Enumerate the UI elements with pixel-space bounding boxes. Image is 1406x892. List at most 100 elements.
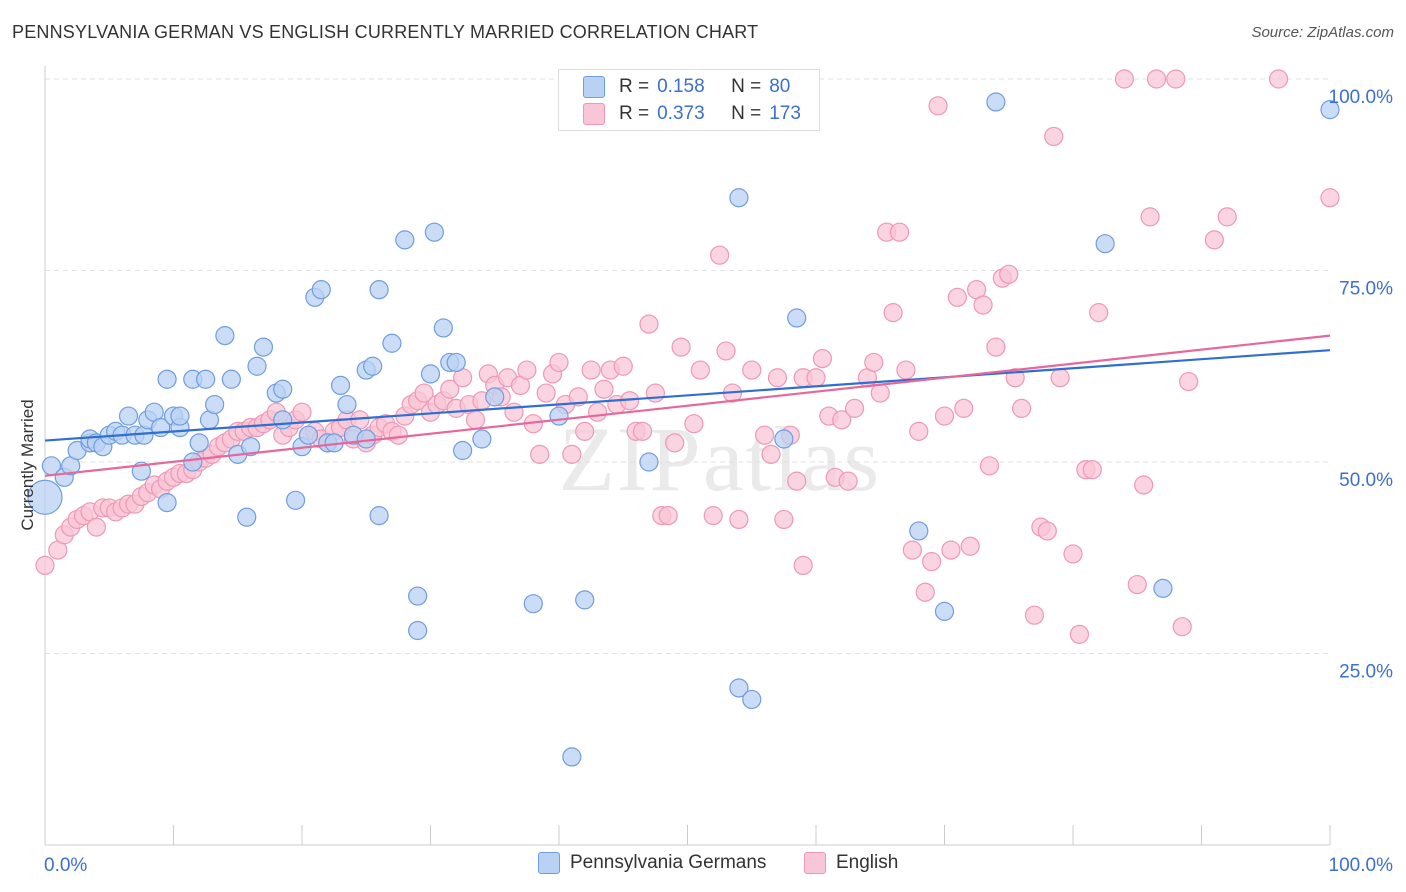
english-point <box>896 360 916 380</box>
english-point <box>587 402 608 422</box>
n-label: N = <box>731 103 762 124</box>
english-point <box>594 379 614 399</box>
pennsylvania-german-point <box>787 308 807 328</box>
english-point <box>742 360 762 380</box>
pennsylvania-german-point <box>909 521 929 541</box>
english-point <box>703 506 723 526</box>
english-point <box>870 383 890 403</box>
pennsylvania-german-point <box>453 440 473 461</box>
english-point <box>889 222 910 242</box>
english-point <box>388 425 408 445</box>
pennsylvania-german-points <box>27 92 1340 767</box>
english-point <box>536 383 556 403</box>
english-point <box>414 383 434 403</box>
english-point <box>928 96 948 116</box>
pennsylvania-german-point <box>205 394 225 415</box>
pennsylvania-german-point <box>742 689 762 710</box>
pennsylvania-german-point <box>986 92 1006 112</box>
legend-swatch-pink <box>804 852 826 874</box>
pennsylvania-german-point <box>157 369 177 389</box>
english-point <box>915 582 935 602</box>
english-point <box>941 540 961 560</box>
pennsylvania-german-point <box>247 356 267 376</box>
english-point <box>999 264 1019 284</box>
english-point <box>690 360 710 380</box>
english-point <box>774 509 794 530</box>
english-point <box>530 444 550 464</box>
english-point <box>793 555 813 576</box>
pennsylvania-german-point <box>1095 234 1115 254</box>
english-point <box>761 444 781 464</box>
english-point <box>729 509 749 530</box>
pennsylvania-german-point <box>408 620 428 641</box>
r-label: R = <box>619 76 650 97</box>
english-point <box>1024 605 1045 625</box>
english-point <box>645 383 665 403</box>
pennsylvania-german-point <box>369 506 389 526</box>
x-tick-labels: 0.0% 100.0% <box>44 855 1393 876</box>
english-point <box>1268 69 1289 89</box>
pennsylvania-german-point <box>1320 100 1340 120</box>
x-tick-label: 0.0% <box>44 855 87 876</box>
english-point <box>716 341 736 361</box>
english-point <box>1011 398 1032 418</box>
y-axis-label: Currently Married <box>18 399 37 531</box>
english-points <box>35 69 1340 644</box>
pennsylvania-german-point <box>221 369 241 389</box>
n-label: N = <box>731 76 762 97</box>
english-point <box>292 402 312 422</box>
pennsylvania-german-point <box>408 586 428 606</box>
pennsylvania-german-point <box>433 318 453 338</box>
pennsylvania-german-point <box>424 222 444 242</box>
y-tick-labels: 25.0% 50.0% 75.0% 100.0% <box>1329 87 1394 683</box>
english-point <box>1179 371 1199 392</box>
pennsylvania-german-point <box>189 433 209 453</box>
english-point <box>960 536 980 556</box>
legend-swatch-blue <box>583 76 605 98</box>
pennsylvania-german-point <box>382 333 402 353</box>
english-point <box>973 295 993 315</box>
english-point <box>639 314 659 334</box>
pennsylvania-german-point <box>27 479 63 515</box>
n-value: 80 <box>769 76 791 97</box>
pennsylvania-german-point <box>472 429 492 449</box>
pennsylvania-german-point <box>285 490 306 510</box>
english-point <box>1063 544 1083 564</box>
english-point <box>1217 207 1237 227</box>
english-point <box>517 360 537 380</box>
english-point <box>909 421 929 441</box>
english-point <box>1320 188 1340 208</box>
english-point <box>1172 617 1192 637</box>
english-point <box>710 245 730 265</box>
pennsylvania-german-point <box>639 452 659 472</box>
english-point <box>947 287 967 307</box>
n-value: 173 <box>769 103 801 124</box>
english-point <box>1140 207 1160 227</box>
english-point <box>986 337 1006 357</box>
english-point <box>1044 126 1064 147</box>
english-point <box>581 360 601 380</box>
english-point <box>562 444 582 464</box>
english-point <box>632 421 653 441</box>
english-point <box>35 555 55 576</box>
english-point <box>806 368 826 388</box>
pennsylvania-german-point <box>420 364 441 384</box>
pennsylvania-german-point <box>253 337 274 357</box>
english-point <box>575 421 595 441</box>
pennsylvania-german-point <box>311 280 331 300</box>
pennsylvania-german-point <box>562 747 582 767</box>
english-point <box>812 348 833 369</box>
english-point <box>838 471 858 491</box>
english-point <box>754 425 775 445</box>
legend-item-english[interactable]: English <box>804 852 898 874</box>
y-tick-label: 100.0% <box>1329 87 1394 108</box>
english-point <box>86 517 107 537</box>
english-point <box>658 506 678 526</box>
legend-item-pennsylvania-germans[interactable]: Pennsylvania Germans <box>538 852 766 874</box>
english-point <box>1146 69 1167 89</box>
pennsylvania-german-point <box>446 352 466 373</box>
english-point <box>1037 521 1057 541</box>
legend-label: Pennsylvania Germans <box>570 852 767 873</box>
x-tick-label: 100.0% <box>1329 855 1394 876</box>
